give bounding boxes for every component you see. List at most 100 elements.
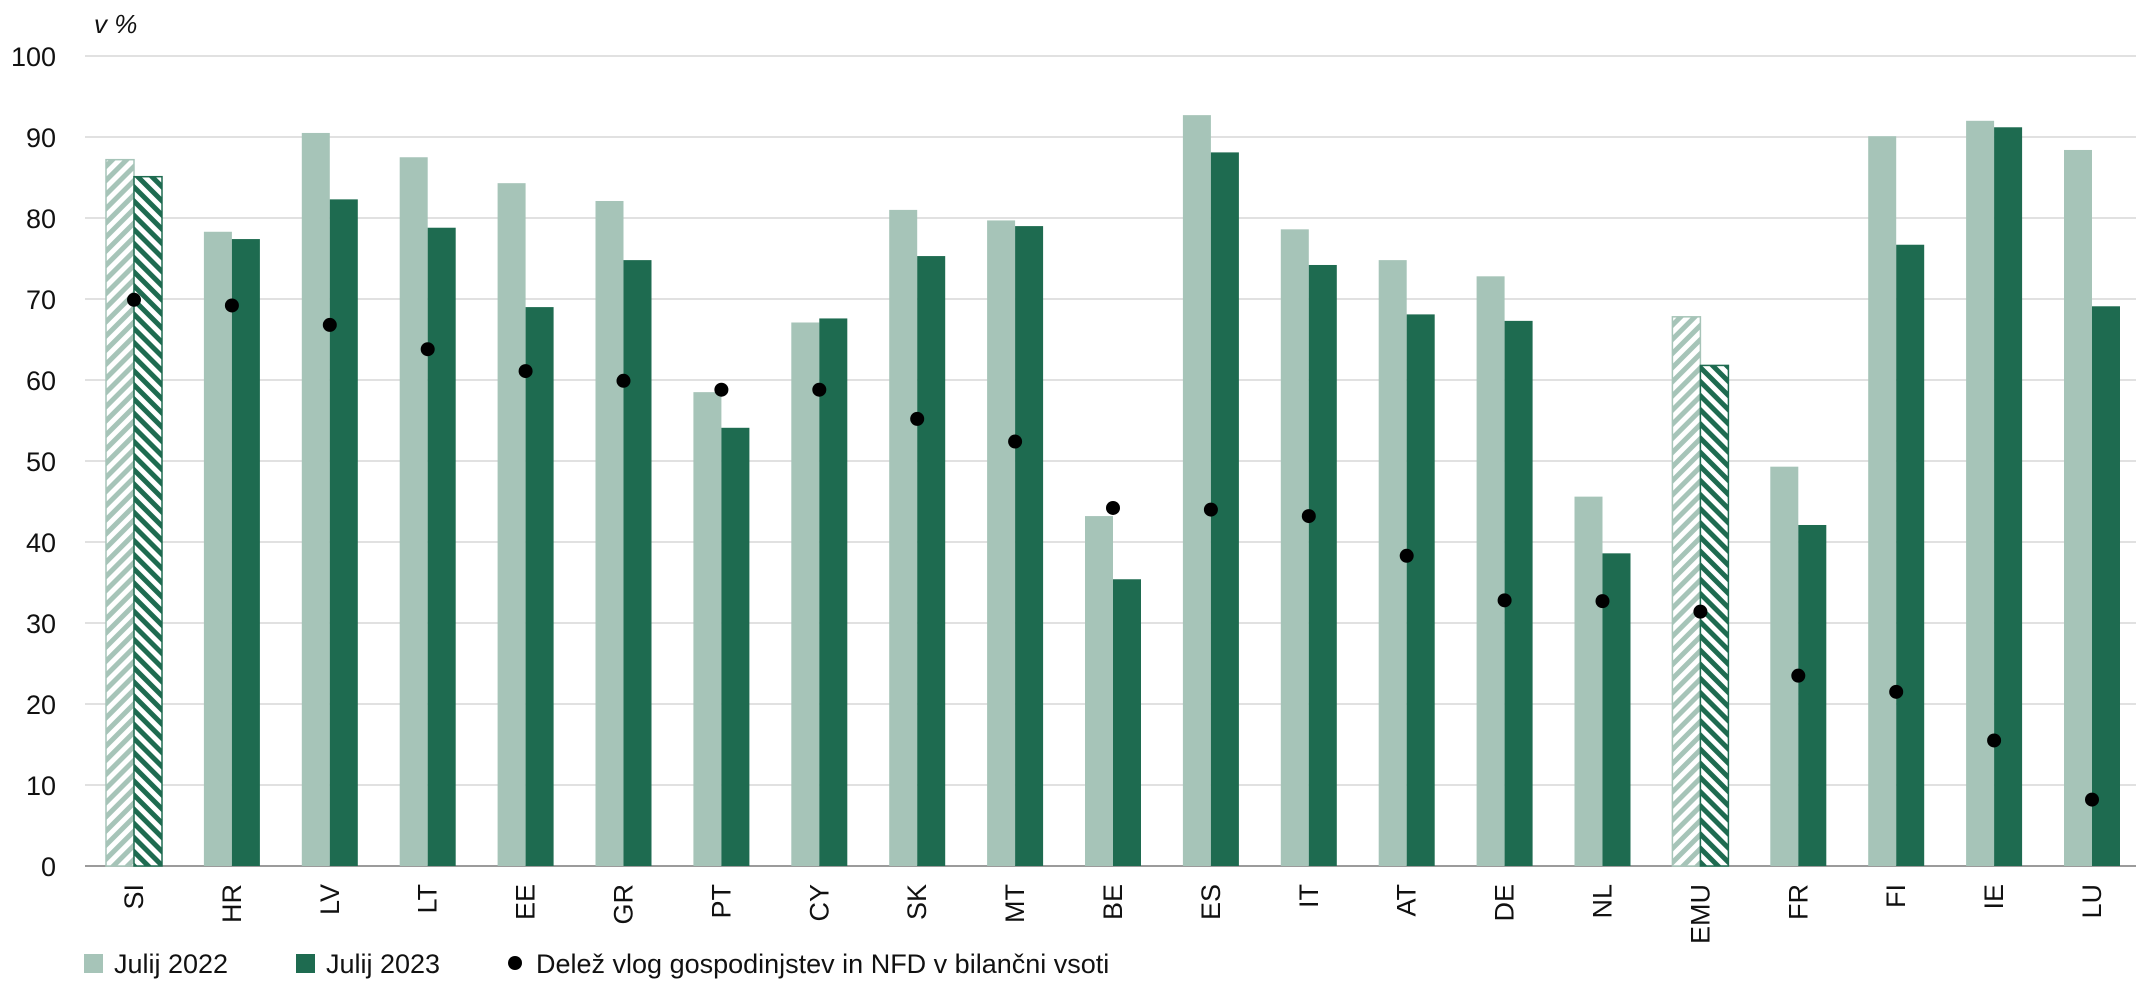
x-tick-label-lu: LU [2077, 884, 2107, 919]
x-tick-label-cy: CY [804, 884, 834, 922]
legend: Julij 2022 Julij 2023 Delež vlog gospodinj… [84, 949, 1109, 979]
bar-julij-2022-be [1085, 516, 1113, 866]
point-lu [2085, 792, 2099, 807]
x-tick-label-pt: PT [706, 884, 736, 919]
x-tick-label-emu: EMU [1685, 884, 1715, 944]
y-tick-label: 20 [26, 690, 56, 720]
bar-julij-2023-ee [525, 307, 554, 867]
x-tick-label-ie: IE [1979, 884, 2009, 910]
point-lt [420, 342, 435, 357]
point-emu [1693, 604, 1708, 619]
legend-marker [508, 956, 522, 970]
point-cy [812, 382, 827, 397]
bar-julij-2023-fi [1896, 244, 1925, 867]
bar-julij-2022-lv [301, 132, 330, 866]
bar-julij-2022-de [1476, 276, 1505, 866]
legend-label: Julij 2022 [114, 949, 228, 979]
y-tick-label: 60 [26, 366, 56, 396]
x-tick-label-lt: LT [413, 884, 443, 914]
y-axis-label: v % [94, 9, 137, 39]
x-tick-label-fr: FR [1783, 884, 1813, 920]
bar-julij-2023-lv [329, 199, 358, 866]
bar-julij-2023-sk [917, 256, 946, 866]
bar-julij-2023-gr [623, 260, 652, 866]
point-es [1203, 502, 1218, 517]
point-sk [910, 411, 925, 426]
y-tick-label: 70 [26, 285, 56, 315]
bar-julij-2022-lt [399, 157, 428, 866]
x-tick-label-sk: SK [902, 884, 932, 920]
x-tick-label-lv: LV [315, 884, 345, 915]
x-tick-label-be: BE [1098, 884, 1128, 920]
bar-julij-2023-hr [231, 239, 260, 866]
x-tick-label-de: DE [1490, 884, 1520, 922]
point-pt [714, 382, 729, 397]
bar-julij-2023-be [1113, 579, 1141, 866]
bar-julij-2022-at [1378, 260, 1407, 866]
legend-swatch [296, 954, 315, 973]
bar-julij-2022-ie [1966, 120, 1995, 867]
point-be [1106, 500, 1120, 515]
bar-julij-2023-si [133, 175, 163, 867]
bar-julij-2022-si [105, 158, 135, 867]
bar-julij-2022-cy [791, 322, 820, 866]
point-ie [1987, 733, 2002, 748]
x-tick-label-es: ES [1196, 884, 1226, 920]
point-fr [1791, 668, 1806, 683]
point-hr [224, 298, 239, 313]
bar-julij-2023-cy [819, 318, 848, 866]
bar-julij-2022-sk [889, 209, 918, 866]
legend-label: Julij 2023 [326, 949, 440, 979]
point-fi [1889, 684, 1904, 699]
point-ee [518, 364, 533, 379]
x-tick-label-ee: EE [511, 884, 541, 920]
bar-julij-2023-at [1406, 314, 1435, 866]
y-tick-label: 50 [26, 447, 56, 477]
bar-julij-2023-it [1308, 264, 1337, 867]
bar-julij-2023-pt [721, 427, 750, 866]
bar-julij-2022-fr [1770, 466, 1799, 866]
bar-julij-2022-nl [1574, 496, 1603, 866]
bars [105, 115, 2120, 867]
bar-julij-2023-lt [427, 227, 456, 867]
point-si [127, 292, 141, 307]
bar-julij-2022-lu [2064, 149, 2092, 866]
x-tick-label-nl: NL [1588, 884, 1618, 919]
x-tick-label-gr: GR [609, 884, 639, 925]
legend-swatch [84, 954, 103, 973]
y-tick-label: 90 [26, 123, 56, 153]
bar-julij-2022-fi [1868, 136, 1897, 866]
bar-julij-2022-hr [203, 231, 232, 866]
bar-julij-2022-it [1280, 229, 1309, 867]
y-tick-label: 30 [26, 609, 56, 639]
point-de [1497, 593, 1512, 608]
bar-julij-2023-mt [1015, 226, 1044, 867]
bar-julij-2023-fr [1798, 524, 1827, 866]
bar-julij-2022-mt [987, 220, 1016, 866]
y-tick-label: 100 [11, 42, 56, 72]
x-tick-label-si: SI [119, 884, 149, 910]
x-tick-labels: SI HR LV LT EE GR PT CY SK MT BE ES IT AT DE NL EMU FR FI I… [119, 884, 2107, 944]
y-tick-label: 80 [26, 204, 56, 234]
bar-julij-2022-gr [595, 200, 624, 867]
bar-julij-2022-pt [693, 392, 722, 866]
point-gr [616, 373, 631, 388]
point-it [1301, 509, 1316, 524]
point-at [1399, 548, 1414, 563]
bar-julij-2022-es [1182, 115, 1211, 866]
x-tick-label-mt: MT [1000, 884, 1030, 923]
bar-julij-2022-emu [1671, 316, 1702, 867]
y-tick-labels: 0 10 20 30 40 50 60 70 80 90 100 [11, 42, 56, 882]
point-nl [1595, 594, 1610, 609]
bar-julij-2023-lu [2092, 306, 2120, 866]
points [127, 292, 2099, 807]
x-tick-label-hr: HR [217, 884, 247, 923]
y-tick-label: 0 [41, 852, 56, 882]
x-tick-label-at: AT [1392, 884, 1422, 917]
bar-julij-2023-de [1504, 320, 1533, 866]
point-mt [1008, 434, 1023, 449]
x-tick-label-fi: FI [1881, 884, 1911, 908]
x-tick-label-it: IT [1294, 884, 1324, 908]
bar-julij-2022-ee [497, 183, 526, 867]
